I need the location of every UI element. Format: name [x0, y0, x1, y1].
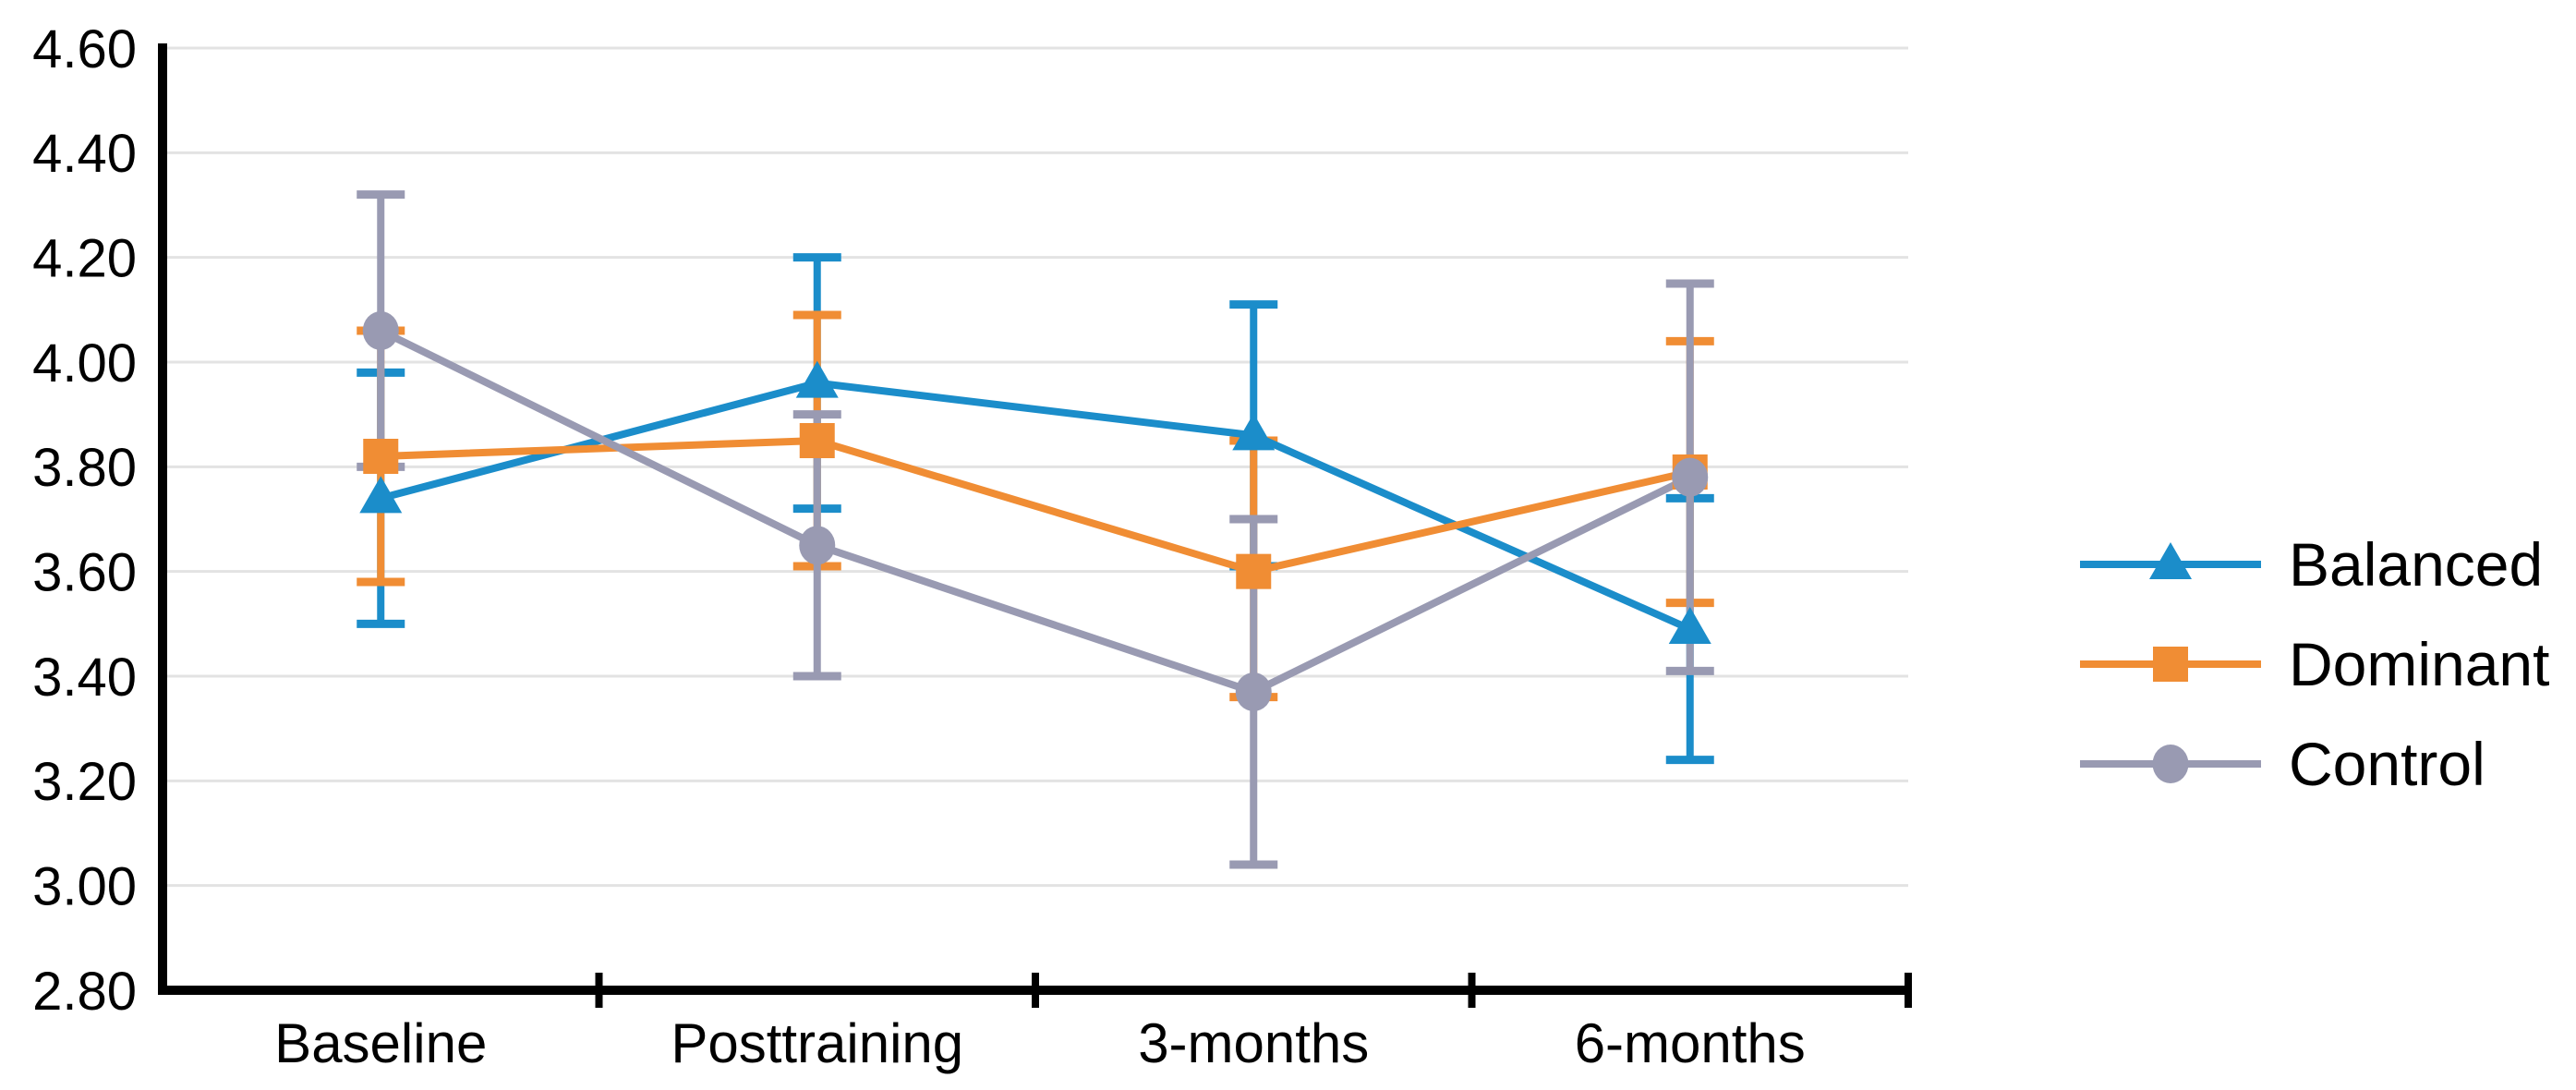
triangle-marker-balanced: [359, 476, 403, 514]
triangle-marker-balanced: [795, 360, 839, 398]
series-line-dominant: [381, 436, 1691, 575]
legend-label-balanced: Balanced: [2289, 530, 2544, 599]
x-tick-label: Posttraining: [671, 1012, 963, 1074]
error-bars: [357, 190, 1714, 869]
x-tick-label: Baseline: [274, 1012, 487, 1074]
y-tick-label: 4.00: [32, 333, 137, 394]
square-icon: [2153, 647, 2188, 682]
x-tick-label: 6-months: [1575, 1012, 1806, 1074]
series-line-control: [379, 327, 1692, 696]
legend-item-dominant: Dominant: [2080, 632, 2549, 696]
x-tick-labels: Baseline Posttraining 3-months 6-months: [274, 1012, 1806, 1074]
legend-label-control: Control: [2289, 730, 2485, 798]
circle-marker-control: [799, 526, 836, 565]
legend: Balanced Dominant Control: [2080, 532, 2549, 796]
square-marker-dominant: [363, 439, 399, 474]
triangle-marker-balanced: [1668, 607, 1711, 644]
triangle-icon: [2149, 542, 2192, 579]
circle-marker-control: [1672, 457, 1709, 497]
square-marker-dominant: [799, 423, 835, 458]
y-tick-label: 3.00: [32, 857, 137, 917]
y-tick-labels: 2.80 3.00 3.20 3.40 3.60 3.80 4.00 4.20 4.40 4.60: [32, 19, 137, 1022]
y-tick-label: 3.80: [32, 438, 137, 498]
x-tick-label: 3-months: [1138, 1012, 1369, 1074]
y-tick-label: 2.80: [32, 962, 137, 1022]
series-lines: [379, 327, 1692, 696]
y-tick-label: 4.60: [32, 19, 137, 79]
legend-item-balanced: Balanced: [2080, 532, 2549, 597]
y-tick-label: 3.60: [32, 543, 137, 603]
circle-marker-icon: [2080, 745, 2261, 783]
triangle-marker-icon: [2080, 542, 2261, 579]
legend-label-dominant: Dominant: [2289, 630, 2550, 698]
y-tick-label: 4.20: [32, 229, 137, 289]
triangle-marker-balanced: [1232, 413, 1276, 451]
circle-marker-control: [1235, 672, 1272, 711]
circle-icon: [2152, 745, 2189, 783]
legend-item-control: Control: [2080, 732, 2549, 796]
y-tick-label: 3.40: [32, 648, 137, 708]
axes: [158, 43, 1912, 1008]
series-markers: [359, 311, 1711, 711]
gridlines: [163, 46, 1908, 888]
square-marker-icon: [2080, 647, 2261, 682]
square-marker-dominant: [1236, 553, 1272, 589]
y-tick-label: 3.20: [32, 752, 137, 812]
y-tick-label: 4.40: [32, 124, 137, 184]
circle-marker-control: [362, 311, 399, 350]
